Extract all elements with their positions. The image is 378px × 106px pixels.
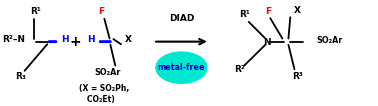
Text: F: F: [265, 7, 271, 16]
Text: H: H: [87, 35, 94, 44]
Text: DIAD: DIAD: [169, 14, 194, 23]
Text: R¹: R¹: [240, 10, 250, 19]
Text: F: F: [98, 7, 104, 16]
Text: R¹: R¹: [31, 7, 41, 16]
Text: R²–N: R²–N: [2, 35, 25, 44]
Text: R³: R³: [292, 72, 303, 81]
Text: X: X: [125, 35, 132, 44]
Text: +: +: [70, 35, 81, 49]
Text: SO₂Ar: SO₂Ar: [94, 68, 121, 77]
Ellipse shape: [156, 52, 207, 83]
Text: metal-free: metal-free: [158, 63, 205, 72]
Text: SO₂Ar: SO₂Ar: [317, 36, 343, 45]
Text: (X = SO₂Ph,
   CO₂Et): (X = SO₂Ph, CO₂Et): [79, 84, 129, 104]
Text: N: N: [263, 38, 271, 47]
Text: R²: R²: [234, 65, 245, 74]
Text: R₃: R₃: [15, 72, 26, 80]
Text: X: X: [294, 6, 301, 15]
Text: H: H: [61, 35, 68, 44]
